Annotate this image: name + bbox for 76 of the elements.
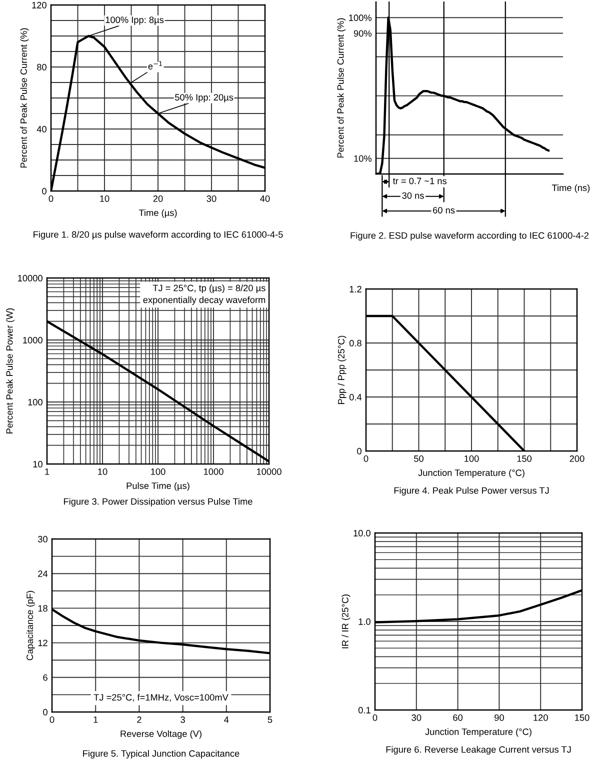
x-tick-label: 90	[494, 714, 504, 721]
x-tick-label: 1000	[204, 468, 224, 475]
y-axis-title: Ppp / Ppp (25°C)	[338, 336, 346, 404]
y-tick-label: 1000	[23, 336, 42, 344]
x-tick-label: 150	[517, 455, 532, 462]
text: Figure 5. Typical Junction Capacitance	[83, 750, 240, 759]
x-tick-label: 4	[224, 716, 229, 723]
text: Figure 3. Power Dissipation versus Pulse Time	[64, 498, 252, 507]
text: 60 ns	[433, 206, 455, 214]
y-tick-label: 0	[43, 708, 48, 716]
y-tick-label: 0.1	[358, 706, 370, 714]
y-tick-label: 10	[33, 460, 42, 468]
y-tick-label: 10.0	[354, 530, 370, 536]
y-tick-label: 100%	[349, 14, 372, 22]
y-tick-label: 24	[38, 570, 48, 577]
y-tick-label: 90%	[354, 30, 372, 37]
x-axis-title: Reverse Voltage (V)	[120, 730, 202, 739]
y-tick-label: 120	[32, 2, 46, 8]
x-tick-label: 0	[372, 714, 378, 721]
x-tick-label: 30	[412, 714, 422, 721]
x-tick-label: 60	[453, 714, 463, 721]
text: Figure 6. Reverse Leakage Current versus TJ	[386, 746, 571, 755]
x-tick-label: 10000	[256, 468, 282, 475]
x-tick-label: 120	[534, 714, 548, 721]
y-tick-label: 0.8	[349, 340, 362, 346]
y-tick-label: 0	[357, 448, 362, 454]
x-axis-title: Time (µs)	[138, 209, 177, 218]
annotation: e$^{−1}$	[148, 61, 162, 70]
x-tick-label: 10	[98, 468, 108, 475]
x-tick-label: 2	[137, 716, 142, 723]
x-tick-label: 0	[50, 716, 54, 723]
annotation: 50% Ipp: 20µs	[175, 94, 234, 102]
y-tick-label: 100	[28, 398, 42, 406]
y-axis-title: IR / IR (25°C)	[342, 594, 350, 648]
text: Figure 2. ESD pulse waveform according to IEC 61000-4-2	[350, 232, 589, 241]
y-tick-label: 80	[37, 64, 46, 70]
y-tick-label: 12	[38, 640, 48, 646]
y-tick-label: 0.4	[349, 394, 362, 400]
x-axis-title: Time (ns)	[552, 184, 590, 193]
y-axis-title: Percent of Peak Pulse Current (%)	[337, 18, 346, 158]
x-tick-label: 40	[260, 195, 270, 202]
text: 30 ns	[402, 192, 424, 199]
annotation: TJ = 25°C, tp (µs) = 8/20 µs exponentially decay waveform	[143, 284, 266, 305]
text: tr = 0.7 ~1 ns	[392, 178, 447, 184]
x-tick-label: 1	[94, 716, 98, 723]
y-tick-label: 6	[43, 674, 48, 681]
x-tick-label: 1	[45, 468, 50, 475]
annotation: 100% Ipp: 8µs	[106, 16, 164, 25]
x-tick-label: 5	[268, 716, 272, 723]
text: Figure 1. 8/20 µs pulse waveform according to IEC 61000-4-5	[34, 231, 283, 240]
y-axis-title: Percent of Peak Pulse Current (%)	[20, 28, 29, 168]
y-axis-title: Percent Peak Pulse Power (W)	[6, 308, 15, 434]
x-tick-label: 20	[153, 195, 163, 202]
x-tick-label: 0	[48, 195, 54, 202]
x-tick-label: 30	[206, 195, 216, 202]
text: Figure 4. Peak Pulse Power versus TJ	[394, 487, 549, 496]
y-tick-label: 18	[38, 605, 48, 612]
y-tick-label: 10000	[18, 274, 42, 282]
x-tick-label: 100	[464, 455, 479, 462]
y-axis-title: Capacitance (pF)	[26, 590, 35, 660]
x-tick-label: 200	[570, 455, 584, 462]
y-tick-label: 40	[36, 126, 46, 132]
y-tick-label: 0	[42, 188, 46, 194]
y-tick-label: 1.2	[350, 286, 362, 292]
x-tick-label: 3	[180, 716, 185, 723]
annotation: TJ =25°C, f=1MHz, Vosc=100mV	[94, 694, 228, 702]
y-tick-label: 1.0	[358, 618, 370, 625]
x-tick-label: 50	[414, 455, 424, 462]
x-axis-title: Junction Temperature (°C)	[425, 728, 532, 737]
x-tick-label: 150	[575, 714, 590, 721]
x-tick-label: 10	[100, 195, 110, 202]
y-tick-label: 10%	[354, 155, 372, 162]
x-axis-title: Junction Temperature (°C)	[418, 469, 524, 478]
y-tick-label: 30	[38, 536, 48, 542]
x-axis-title: Pulse Time (µs)	[126, 482, 190, 491]
x-tick-label: 100	[151, 468, 166, 475]
